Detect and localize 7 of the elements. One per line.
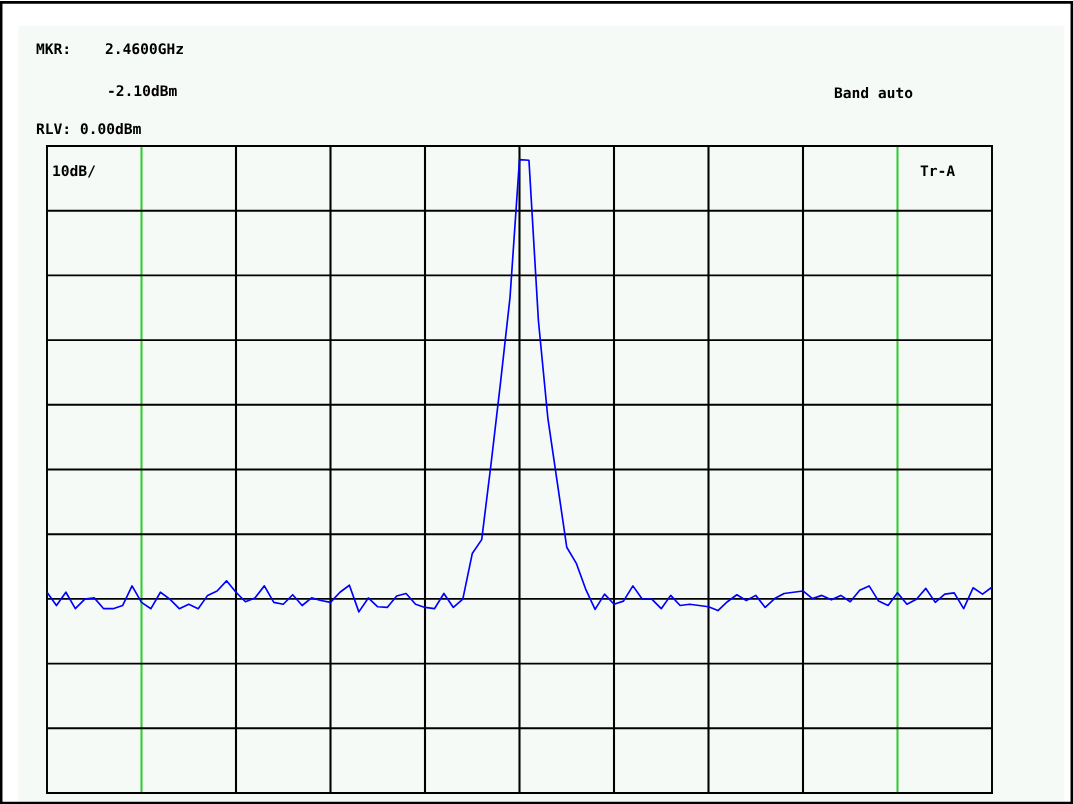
annotation: Tr-A [920, 165, 955, 177]
annotation: 10dB/ [53, 164, 96, 178]
text: RLV: 0.00dBm [36, 122, 141, 135]
text: 2.4600GHz [105, 43, 183, 55]
text: MKR: [36, 43, 68, 55]
text: -2.10dBm [109, 84, 177, 97]
text: Band auto [834, 86, 913, 99]
